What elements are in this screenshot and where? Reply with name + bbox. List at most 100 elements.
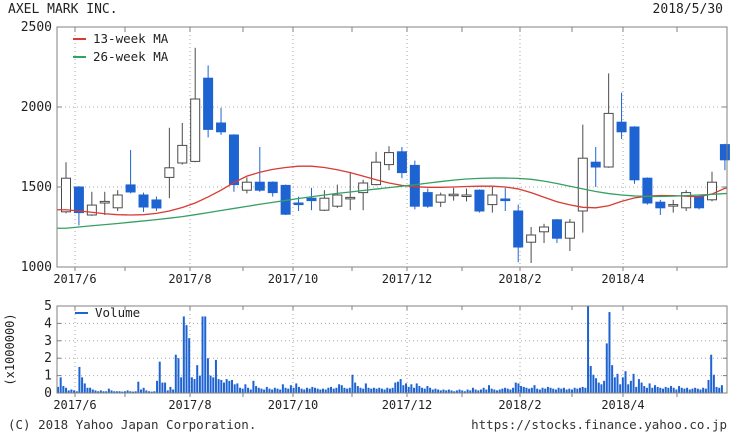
volume-bar — [528, 388, 531, 393]
volume-bar — [611, 365, 614, 393]
volume-bar — [512, 387, 515, 393]
legend-item-ma26: 26-week MA — [73, 50, 168, 63]
ma13-legend-marker — [73, 37, 86, 40]
candles-group — [61, 47, 730, 263]
volume-bar — [370, 388, 373, 393]
volume-bar — [303, 389, 306, 393]
volume-bar — [222, 382, 225, 393]
volume-bar — [271, 389, 274, 393]
price-axis-ticks — [57, 26, 727, 271]
volume-bar — [150, 391, 153, 393]
candle-body — [719, 144, 730, 161]
volume-bar — [105, 391, 108, 393]
volume-bar — [212, 377, 215, 393]
volume-bar — [608, 312, 611, 393]
candle-body — [190, 98, 201, 162]
volume-bar — [621, 377, 624, 393]
volume-bar — [426, 386, 429, 393]
volume-x-axis-label: 2018/2 — [498, 398, 541, 412]
volume-legend-label: Volume — [95, 305, 141, 320]
volume-y-axis-label: 2 — [44, 351, 52, 366]
volume-bar — [629, 380, 632, 393]
volume-bar — [605, 343, 608, 393]
y-axis-label: 1500 — [21, 180, 52, 195]
volume-bar — [241, 388, 244, 393]
volume-bar — [704, 388, 707, 393]
x-axis-label: 2017/10 — [268, 272, 319, 286]
source-url-text: https://stocks.finance.yahoo.co.jp — [471, 417, 727, 432]
candle-body — [332, 194, 343, 207]
volume-bar — [332, 388, 335, 393]
volume-bar — [206, 358, 209, 393]
volume-unit-label: (x1000000) — [3, 313, 17, 385]
volume-bar — [501, 388, 504, 393]
volume-bar — [447, 389, 450, 393]
volume-bar — [455, 390, 458, 393]
volume-bar — [493, 389, 496, 393]
volume-x-axis-label: 2017/6 — [53, 398, 96, 412]
volume-bar — [423, 388, 426, 393]
volume-bar — [172, 389, 175, 393]
volume-bar — [158, 361, 161, 393]
volume-bar — [273, 387, 276, 393]
volume-bar — [396, 381, 399, 393]
volume-bar — [458, 389, 461, 393]
candle-body — [603, 112, 614, 168]
volume-bar — [664, 386, 667, 393]
x-axis-label: 2017/12 — [382, 272, 433, 286]
chart-date: 2018/5/30 — [652, 2, 723, 17]
volume-bar — [289, 385, 292, 393]
candle-body — [73, 186, 84, 214]
volume-bar — [297, 386, 300, 393]
candle-body — [86, 204, 97, 216]
volume-bar — [225, 379, 228, 393]
volume-bar — [65, 387, 68, 393]
volume-bar — [394, 382, 397, 393]
volume-bar — [201, 316, 204, 393]
volume-bar — [474, 389, 477, 393]
volume-bar — [525, 387, 528, 393]
candle-body — [125, 184, 136, 193]
volume-bar — [485, 389, 488, 393]
volume-bar — [683, 388, 686, 393]
candle-body — [461, 194, 472, 197]
volume-bar — [142, 387, 145, 393]
volume-bar — [148, 391, 151, 393]
volume-bar — [461, 390, 464, 393]
volume-bar — [466, 389, 469, 393]
volume-bars-group — [57, 306, 723, 393]
volume-bar — [123, 391, 126, 393]
volume-bar — [402, 385, 405, 393]
volume-bar — [319, 389, 322, 393]
volume-bar — [335, 387, 338, 393]
volume-bar — [662, 388, 665, 393]
volume-bar — [688, 389, 691, 393]
volume-bar — [83, 383, 86, 393]
volume-bar — [164, 382, 167, 393]
volume-bar — [619, 384, 622, 393]
ma13-legend-label: 13-week MA — [93, 31, 169, 46]
ma26-line — [57, 177, 727, 229]
volume-bar — [348, 387, 351, 393]
volume-bar — [581, 386, 584, 393]
candle-body — [681, 192, 692, 209]
candle-body — [422, 192, 433, 207]
volume-bar — [536, 388, 539, 393]
volume-bar — [415, 383, 418, 393]
volume-bar — [281, 384, 284, 393]
volume-bar — [257, 387, 260, 393]
volume-bar — [712, 374, 715, 393]
volume-bar — [214, 359, 217, 393]
volume-bar — [228, 380, 231, 393]
volume-bar — [520, 386, 523, 393]
volume-bar — [670, 386, 673, 393]
volume-bar — [182, 316, 185, 393]
candle-body — [474, 189, 485, 212]
volume-bar — [188, 338, 191, 393]
volume-bar — [450, 390, 453, 393]
volume-bar — [434, 388, 437, 393]
volume-bar — [637, 379, 640, 393]
volume-bar — [549, 387, 552, 393]
